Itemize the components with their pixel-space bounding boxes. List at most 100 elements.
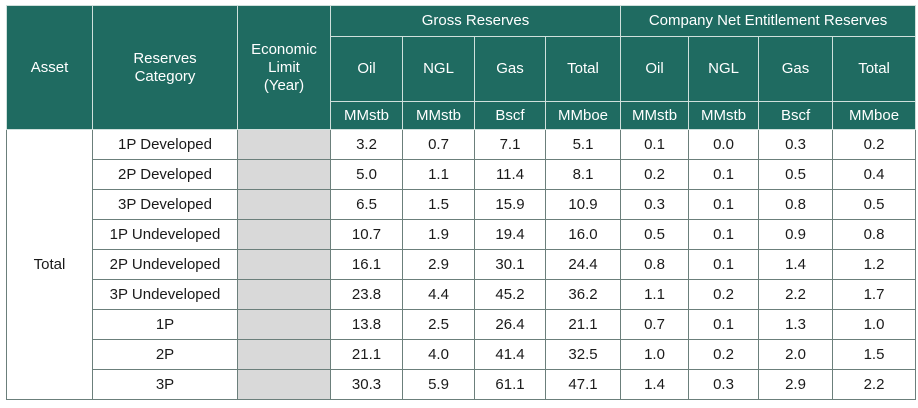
table-row: 2P Developed 5.0 1.1 11.4 8.1 0.2 0.1 0.5 0.4 (7, 159, 917, 190)
net-oil-column-header: Oil (620, 36, 690, 102)
unit-header-row: MMstb MMstb Bscf MMboe MMstb MMstb Bscf MMboe (7, 101, 917, 130)
net-ngl-column-header: NGL (688, 36, 760, 102)
net-total-column-header: Total (832, 36, 917, 102)
economic-limit-header: Economic Limit (Year) (237, 5, 331, 130)
value-cell: 1.7 (832, 279, 917, 310)
reserves-category-cell: 3P Undeveloped (92, 279, 238, 310)
unit-header: Bscf (474, 101, 546, 130)
value-cell: 1.1 (402, 159, 475, 190)
reserves-category-cell: 2P Undeveloped (92, 249, 238, 280)
gross-total-column-header: Total (544, 36, 622, 102)
table-row: 1P 13.8 2.5 26.4 21.1 0.7 0.1 1.3 1.0 (7, 309, 917, 340)
net-gas-column-header: Gas (758, 36, 834, 102)
unit-header: MMstb (620, 101, 690, 130)
value-cell: 21.1 (544, 309, 622, 340)
value-cell: 4.0 (402, 339, 475, 370)
table-row: 2P Undeveloped 16.1 2.9 30.1 24.4 0.8 0.1 1.4 1.… (7, 249, 917, 280)
value-cell: 0.7 (620, 309, 690, 340)
unit-header: MMstb (688, 101, 760, 130)
economic-limit-cell (237, 189, 331, 220)
value-cell: 45.2 (474, 279, 546, 310)
value-cell: 0.7 (402, 129, 475, 160)
value-cell: 21.1 (330, 339, 403, 370)
reserves-table: Asset Reserves Category Economic Limit (… (6, 5, 917, 400)
value-cell: 1.3 (758, 309, 834, 340)
value-cell: 4.4 (402, 279, 475, 310)
value-cell: 24.4 (544, 249, 622, 280)
value-cell: 16.0 (544, 219, 622, 250)
value-cell: 32.5 (544, 339, 622, 370)
value-cell: 2.9 (758, 369, 834, 400)
reserves-category-cell: 3P (92, 369, 238, 400)
value-cell: 16.1 (330, 249, 403, 280)
unit-header: MMboe (832, 101, 917, 130)
value-cell: 30.1 (474, 249, 546, 280)
gross-gas-column-header: Gas (474, 36, 546, 102)
table-row: 2P 21.1 4.0 41.4 32.5 1.0 0.2 2.0 1.5 (7, 339, 917, 370)
value-cell: 1.5 (402, 189, 475, 220)
value-cell: 7.1 (474, 129, 546, 160)
value-cell: 36.2 (544, 279, 622, 310)
reserves-category-cell: 2P Developed (92, 159, 238, 190)
value-cell: 0.3 (688, 369, 760, 400)
value-cell: 2.2 (758, 279, 834, 310)
value-cell: 0.1 (620, 129, 690, 160)
value-cell: 0.4 (832, 159, 917, 190)
economic-limit-cell (237, 129, 331, 160)
value-cell: 10.9 (544, 189, 622, 220)
value-cell: 19.4 (474, 219, 546, 250)
value-cell: 0.8 (620, 249, 690, 280)
value-cell: 1.1 (620, 279, 690, 310)
value-cell: 1.4 (758, 249, 834, 280)
economic-limit-cell (237, 309, 331, 340)
economic-limit-cell (237, 279, 331, 310)
value-cell: 1.0 (832, 309, 917, 340)
value-cell: 5.0 (330, 159, 403, 190)
value-cell: 0.1 (688, 309, 760, 340)
gross-oil-column-header: Oil (330, 36, 403, 102)
value-cell: 47.1 (544, 369, 622, 400)
value-cell: 0.2 (620, 159, 690, 190)
table-row: 1P Undeveloped 10.7 1.9 19.4 16.0 0.5 0.1 0.9 0.… (7, 219, 917, 250)
net-entitlement-reserves-header: Company Net Entitlement Reserves (620, 5, 917, 37)
unit-header: MMstb (402, 101, 475, 130)
value-cell: 0.2 (688, 279, 760, 310)
value-cell: 61.1 (474, 369, 546, 400)
reserves-category-cell: 1P Undeveloped (92, 219, 238, 250)
table-body: Total 1P Developed 3.2 0.7 7.1 5.1 0.1 0.0 0.3 0.… (6, 129, 917, 400)
value-cell: 8.1 (544, 159, 622, 190)
value-cell: 15.9 (474, 189, 546, 220)
reserves-category-cell: 2P (92, 339, 238, 370)
value-cell: 1.2 (832, 249, 917, 280)
value-cell: 41.4 (474, 339, 546, 370)
value-cell: 3.2 (330, 129, 403, 160)
gross-ngl-column-header: NGL (402, 36, 475, 102)
reserves-category-cell: 1P Developed (92, 129, 238, 160)
table-row: 3P Undeveloped 23.8 4.4 45.2 36.2 1.1 0.2 2.2 1.… (7, 279, 917, 310)
value-cell: 0.1 (688, 159, 760, 190)
value-cell: 1.4 (620, 369, 690, 400)
asset-cell: Total (6, 129, 93, 400)
value-cell: 30.3 (330, 369, 403, 400)
reserves-category-header: Reserves Category (92, 5, 238, 130)
value-cell: 0.8 (832, 219, 917, 250)
value-cell: 13.8 (330, 309, 403, 340)
value-cell: 5.9 (402, 369, 475, 400)
economic-limit-cell (237, 219, 331, 250)
value-cell: 0.5 (758, 159, 834, 190)
value-cell: 2.2 (832, 369, 917, 400)
unit-header: MMboe (544, 101, 622, 130)
value-cell: 0.1 (688, 219, 760, 250)
unit-header: MMstb (330, 101, 403, 130)
reserves-category-cell: 3P Developed (92, 189, 238, 220)
value-cell: 0.9 (758, 219, 834, 250)
economic-limit-cell (237, 249, 331, 280)
economic-limit-cell (237, 339, 331, 370)
gross-reserves-header: Gross Reserves (329, 5, 622, 37)
value-cell: 23.8 (330, 279, 403, 310)
column-header-row: Oil NGL Gas Total Oil NGL Gas Total (7, 36, 917, 102)
economic-limit-cell (237, 159, 331, 190)
value-cell: 1.0 (620, 339, 690, 370)
value-cell: 0.3 (758, 129, 834, 160)
value-cell: 0.1 (688, 189, 760, 220)
